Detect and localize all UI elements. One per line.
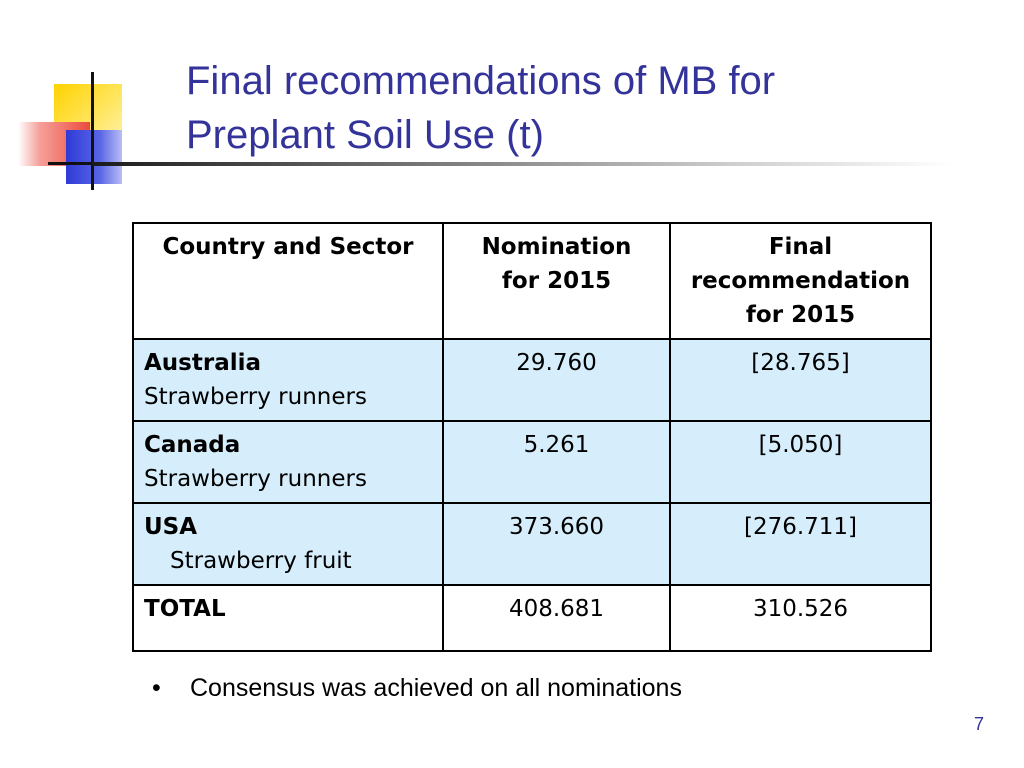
bullet-text: Consensus was achieved on all nomination… bbox=[190, 674, 682, 702]
slide-title-line-2: Preplant Soil Use (t) bbox=[186, 113, 544, 157]
table-row: Australia Strawberry runners 29.760 [28.… bbox=[132, 338, 932, 422]
logo-horizontal-line bbox=[48, 162, 108, 165]
table-total-row: TOTAL 408.681 310.526 bbox=[132, 584, 932, 652]
slide-title: Final recommendations of MB for Preplant… bbox=[186, 54, 966, 162]
bullet-dot-icon: • bbox=[152, 674, 161, 702]
table-row: Canada Strawberry runners 5.261 [5.050] bbox=[132, 420, 932, 504]
cell-nomination: 5.261 bbox=[442, 420, 671, 504]
sector-name: Strawberry runners bbox=[144, 384, 367, 410]
slide-title-line-1: Final recommendations of MB for bbox=[186, 59, 776, 103]
slide-logo bbox=[0, 0, 200, 200]
header-final-recommendation: Final recommendation for 2015 bbox=[669, 222, 932, 340]
country-name: USA bbox=[144, 514, 198, 540]
cell-country-sector: USA Strawberry fruit bbox=[132, 502, 444, 586]
sector-name: Strawberry fruit bbox=[170, 548, 352, 574]
cell-country-sector: Australia Strawberry runners bbox=[132, 338, 444, 422]
cell-country-sector: Canada Strawberry runners bbox=[132, 420, 444, 504]
recommendations-table: Country and Sector Nomination for 2015 F… bbox=[132, 222, 932, 652]
cell-total-final: 310.526 bbox=[669, 584, 932, 652]
table-header-row: Country and Sector Nomination for 2015 F… bbox=[132, 222, 932, 340]
country-name: Canada bbox=[144, 432, 241, 458]
cell-nomination: 373.660 bbox=[442, 502, 671, 586]
logo-blue-square bbox=[66, 130, 122, 184]
bullet-point: • Consensus was achieved on all nominati… bbox=[152, 674, 682, 703]
sector-name: Strawberry runners bbox=[144, 466, 367, 492]
logo-vertical-line bbox=[91, 72, 94, 190]
cell-total-label: TOTAL bbox=[132, 584, 444, 652]
header-nomination-text: Nomination for 2015 bbox=[481, 234, 632, 294]
title-divider bbox=[92, 162, 952, 166]
cell-final: [276.711] bbox=[669, 502, 932, 586]
cell-total-nomination: 408.681 bbox=[442, 584, 671, 652]
country-name: Australia bbox=[144, 350, 262, 376]
header-country-sector: Country and Sector bbox=[132, 222, 444, 340]
table-row: USA Strawberry fruit 373.660 [276.711] bbox=[132, 502, 932, 586]
total-label: TOTAL bbox=[144, 596, 226, 622]
cell-final: [28.765] bbox=[669, 338, 932, 422]
page-number: 7 bbox=[973, 714, 984, 734]
cell-nomination: 29.760 bbox=[442, 338, 671, 422]
header-final-text: Final recommendation for 2015 bbox=[690, 234, 911, 328]
header-nomination: Nomination for 2015 bbox=[442, 222, 671, 340]
cell-final: [5.050] bbox=[669, 420, 932, 504]
